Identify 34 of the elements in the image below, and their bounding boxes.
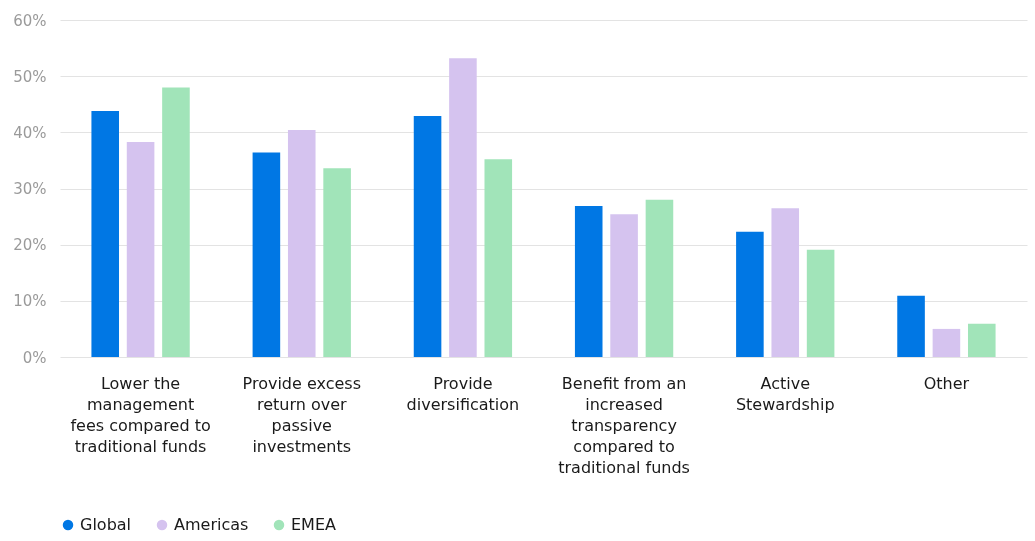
bar bbox=[645, 199, 674, 357]
bar bbox=[806, 249, 835, 357]
x-tick-label: Other bbox=[923, 373, 970, 393]
y-tick-label: 30% bbox=[13, 180, 47, 198]
x-tick-label: Provide excess return over passive investments bbox=[242, 373, 361, 456]
bar bbox=[897, 295, 925, 357]
x-tick-label: Benefit from an increased transparency compared to traditional funds bbox=[558, 373, 690, 477]
y-tick-label: 40% bbox=[13, 123, 47, 142]
bar bbox=[91, 110, 120, 357]
bar bbox=[967, 323, 996, 357]
bar bbox=[736, 231, 764, 357]
legend-label: Global bbox=[80, 515, 132, 534]
x-tick-label: Active Stewardship bbox=[735, 373, 835, 414]
bar bbox=[771, 208, 800, 357]
y-tick-label: 20% bbox=[13, 236, 47, 255]
bar bbox=[252, 152, 281, 357]
y-tick-label: 60% bbox=[13, 11, 47, 30]
y-tick-label: 50% bbox=[13, 67, 47, 86]
bar bbox=[610, 214, 638, 357]
bar bbox=[932, 328, 961, 357]
bar bbox=[162, 87, 190, 357]
bar bbox=[126, 141, 155, 357]
y-tick-label: 0% bbox=[22, 348, 47, 367]
bar bbox=[323, 168, 351, 357]
x-tick-label: Provide diversification bbox=[406, 373, 520, 414]
x-tick-label: Lower the management fees compared to traditional funds bbox=[70, 373, 211, 456]
bar bbox=[484, 159, 513, 357]
legend-label: Americas bbox=[174, 515, 249, 534]
y-tick-label: 10% bbox=[13, 292, 47, 311]
bar bbox=[449, 58, 477, 357]
bar bbox=[413, 116, 442, 357]
bar bbox=[287, 130, 316, 357]
legend-label: EMEA bbox=[291, 515, 337, 534]
bar bbox=[574, 205, 603, 357]
